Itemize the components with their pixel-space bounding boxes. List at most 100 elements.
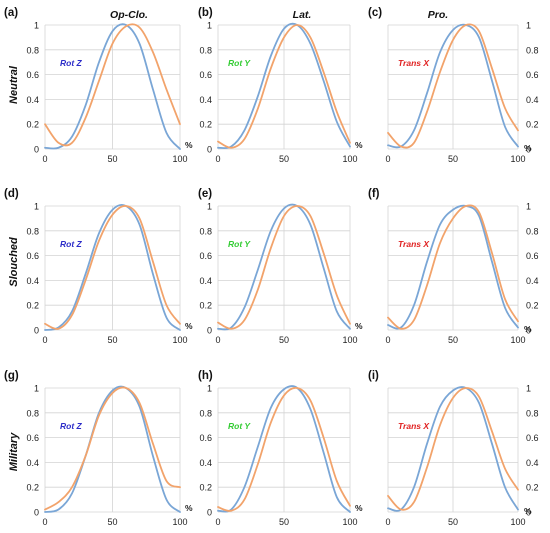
y-tick-label: 0.6 [199,433,212,443]
x-tick-label: 0 [215,335,220,345]
column-title: Op-Clo. [110,9,148,21]
y-tick-label: 0 [207,326,212,336]
y-tick-label: 0.6 [26,433,39,443]
y-tick-label: 1 [526,384,531,394]
y-tick-label: 0.2 [26,120,39,130]
y-tick-label: 0.2 [199,301,212,311]
series-line-orange [387,204,519,330]
unit-label: % [185,503,193,513]
x-tick-label: 100 [172,154,187,164]
series-line-blue [44,385,181,513]
unit-label: % [524,324,532,334]
y-tick-label: 1 [207,202,212,212]
unit-label: % [355,503,363,513]
x-tick-label: 0 [215,517,220,527]
y-tick-label: 0.2 [526,301,539,311]
x-tick-label: 100 [172,335,187,345]
panel-label: (b) [198,7,213,19]
y-tick-label: 0.4 [199,95,212,105]
row-label: Slouched [8,237,20,287]
x-tick-label: 0 [42,517,47,527]
y-tick-label: 0.8 [26,226,39,236]
y-tick-label: 0.6 [199,251,212,261]
y-tick-label: 0.4 [26,276,39,286]
series-annotation: Rot Y [228,58,251,68]
y-tick-label: 0 [34,145,39,155]
series-annotation: Trans X [398,239,430,249]
x-tick-label: 50 [107,154,117,164]
series-annotation: Rot Z [60,421,83,431]
x-tick-label: 0 [385,517,390,527]
series-line-orange [387,387,519,511]
panel-label: (a) [4,7,18,19]
series-line-orange [217,386,351,512]
series-annotation: Rot Y [228,239,251,249]
y-tick-label: 0 [34,326,39,336]
unit-label: % [185,140,193,150]
y-tick-label: 0.8 [199,408,212,418]
y-tick-label: 0 [526,145,531,155]
y-tick-label: 0.8 [526,226,539,236]
y-tick-label: 0.4 [199,458,212,468]
y-tick-label: 1 [526,21,531,31]
y-tick-label: 0.4 [526,458,539,468]
y-tick-label: 0.4 [526,276,539,286]
panel-label: (c) [368,7,382,19]
panel-label: (e) [198,188,212,200]
x-tick-label: 100 [510,335,525,345]
x-tick-label: 50 [107,335,117,345]
series-line-blue [44,203,181,331]
y-tick-label: 1 [207,21,212,31]
unit-label: % [185,321,193,331]
unit-label: % [524,506,532,516]
y-tick-label: 0.8 [526,45,539,55]
y-tick-label: 0.8 [26,45,39,55]
y-tick-label: 0.2 [26,483,39,493]
x-tick-label: 100 [510,517,525,527]
x-tick-label: 50 [448,154,458,164]
series-line-orange [44,205,181,330]
y-tick-label: 0 [207,508,212,518]
x-tick-label: 100 [172,517,187,527]
x-tick-label: 0 [385,154,390,164]
y-tick-label: 1 [34,202,39,212]
y-tick-label: 0.4 [26,458,39,468]
unit-label: % [355,321,363,331]
x-tick-label: 0 [42,154,47,164]
y-tick-label: 0.2 [526,483,539,493]
y-tick-label: 1 [207,384,212,394]
y-tick-label: 0.6 [199,70,212,80]
y-tick-label: 0 [34,508,39,518]
panel-label: (d) [4,188,19,200]
panel-label: (f) [368,188,380,200]
series-line-orange [217,205,351,330]
y-tick-label: 0.8 [199,45,212,55]
y-tick-label: 0.6 [526,251,539,261]
series-annotation: Trans X [398,58,430,68]
y-tick-label: 0.6 [26,70,39,80]
x-tick-label: 100 [342,154,357,164]
series-line-blue [387,23,519,149]
panel-label: (i) [368,370,379,382]
y-tick-label: 1 [34,384,39,394]
unit-label: % [355,140,363,150]
panel-label: (h) [198,370,213,382]
y-tick-label: 0.6 [26,251,39,261]
y-tick-label: 0.4 [199,276,212,286]
series-annotation: Rot Z [60,58,83,68]
y-tick-label: 0.8 [199,226,212,236]
y-tick-label: 1 [526,202,531,212]
row-label: Military [8,432,20,471]
x-tick-label: 100 [510,154,525,164]
x-tick-label: 0 [42,335,47,345]
column-title: Pro. [428,9,449,21]
y-tick-label: 0.8 [26,408,39,418]
y-tick-label: 0.4 [26,95,39,105]
y-tick-label: 0.4 [526,95,539,105]
x-tick-label: 100 [342,335,357,345]
series-annotation: Trans X [398,421,430,431]
series-line-blue [217,203,351,331]
y-tick-label: 0.2 [526,120,539,130]
y-tick-label: 0.6 [526,70,539,80]
